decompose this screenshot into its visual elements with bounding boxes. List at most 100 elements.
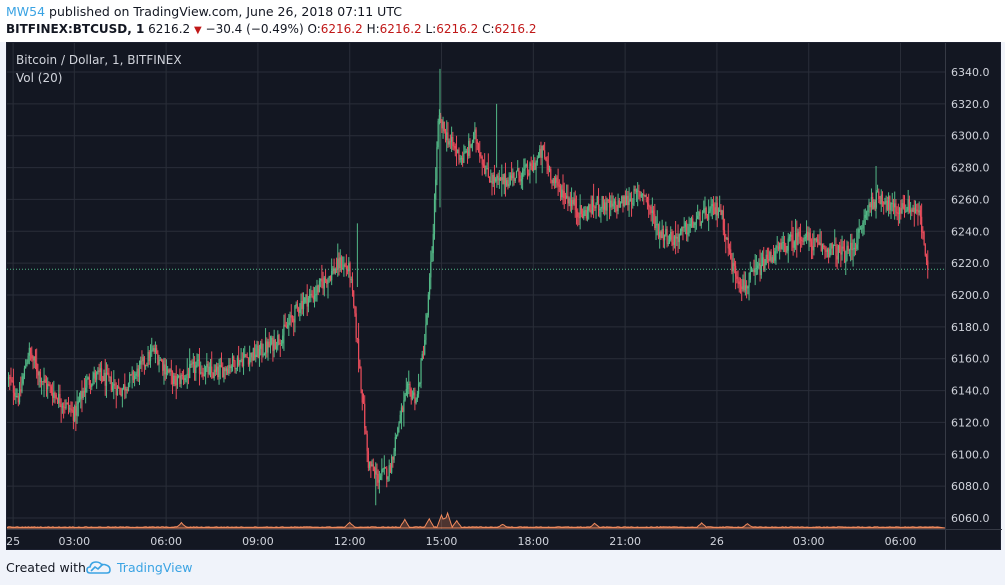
candle-body	[869, 203, 871, 208]
candle-body	[807, 231, 809, 241]
candle-body	[805, 231, 808, 238]
candle-body	[761, 257, 764, 265]
publish-header: MW54 published on TradingView.com, June …	[0, 0, 1005, 42]
candle-body	[874, 201, 876, 208]
candle-body	[771, 257, 773, 262]
open-label: O:	[307, 22, 321, 36]
candle-body	[83, 390, 86, 393]
published-text: published on TradingView.com, June 26, 2…	[49, 4, 402, 19]
candle-body	[917, 211, 919, 213]
candle-body	[15, 396, 17, 398]
candle-body	[32, 358, 34, 361]
candle-body	[351, 278, 354, 291]
candle-body	[894, 203, 896, 208]
candle-body	[774, 251, 776, 261]
candle-body	[109, 376, 111, 378]
candle-body	[51, 392, 54, 398]
candle-body	[865, 211, 868, 215]
tradingview-brand[interactable]: TradingView	[117, 560, 193, 575]
candle-body	[9, 376, 11, 379]
price-chart[interactable]: 6060.0 6080.0 6100.0 6120.0 6140.0 6160.0 6180…	[7, 43, 1002, 551]
candle-body	[252, 348, 254, 361]
candle-body	[692, 218, 694, 228]
candle-body	[302, 302, 305, 309]
candle-body	[824, 247, 826, 251]
candle-body	[317, 285, 319, 293]
candle-body	[927, 260, 929, 270]
candle-body	[387, 476, 389, 480]
candle-body	[540, 148, 542, 158]
candle-body	[725, 237, 727, 240]
candle-body	[639, 191, 641, 197]
price-axis[interactable]: 6060.0 6080.0 6100.0 6120.0 6140.0 6160.0 6180…	[945, 43, 990, 551]
candle-body	[397, 427, 399, 435]
candle-body	[339, 257, 341, 269]
candle-body	[190, 363, 192, 365]
candle-body	[883, 201, 885, 205]
candle-body	[186, 373, 188, 375]
publisher-name[interactable]: MW54	[6, 4, 46, 19]
x-tick-label: 15:00	[426, 535, 458, 548]
candle-body	[884, 203, 886, 205]
candle-body	[120, 393, 122, 396]
chart-panel[interactable]: 6060.0 6080.0 6100.0 6120.0 6140.0 6160.0 6180…	[6, 42, 1002, 551]
candle-body	[487, 168, 489, 177]
candle-body	[459, 158, 461, 160]
candle-body	[566, 195, 568, 199]
candle-body	[343, 264, 345, 269]
candle-body	[791, 234, 793, 241]
candle-body	[306, 294, 308, 307]
candle-body	[517, 168, 519, 172]
candle-body	[36, 363, 38, 372]
candle-body	[628, 201, 630, 206]
candle-body	[359, 359, 361, 369]
candle-body	[436, 147, 438, 180]
y-tick-label: 6220.0	[951, 257, 990, 270]
candle-body	[666, 229, 668, 244]
volume-indicator-label[interactable]: Vol (20)	[16, 71, 63, 85]
candle-body	[360, 368, 362, 390]
candle-body	[328, 275, 330, 279]
candle-body	[852, 249, 854, 251]
time-axis[interactable]: 25 03:00 06:00 09:00 12:00 15:00 18:00 21:00 26 0…	[7, 529, 1002, 549]
candle-body	[225, 368, 228, 372]
candle-body	[896, 212, 898, 214]
candle-body	[206, 364, 208, 368]
candle-body	[621, 196, 623, 204]
candle-body	[596, 196, 598, 203]
candle-body	[178, 375, 180, 378]
candle-body	[720, 209, 722, 215]
candle-body	[775, 246, 777, 252]
candle-body	[589, 204, 591, 211]
candle-body	[262, 354, 264, 356]
candle-body	[895, 203, 897, 213]
candle-body	[837, 245, 840, 260]
candle-body	[802, 240, 804, 242]
candle-body	[370, 461, 372, 467]
candle-body	[485, 169, 487, 174]
candle-body	[868, 203, 870, 211]
publish-line: MW54 published on TradingView.com, June …	[6, 4, 402, 19]
candle-body	[901, 203, 903, 214]
candle-body	[350, 278, 352, 280]
candle-body	[20, 389, 22, 392]
candle-body	[403, 400, 405, 412]
candle-body	[219, 365, 221, 368]
tradingview-cloud-icon[interactable]	[86, 558, 112, 576]
x-tick-label: 18:00	[517, 535, 549, 548]
candle-body	[514, 178, 516, 182]
candle-body	[867, 210, 869, 212]
candle-body	[520, 179, 522, 182]
candle-body	[386, 468, 388, 480]
candle-body	[468, 140, 470, 156]
candle-body	[42, 381, 44, 383]
candle-body	[187, 373, 190, 379]
candle-body	[597, 196, 600, 210]
candle-body	[733, 262, 735, 266]
candle-body	[17, 395, 19, 403]
candle-body	[27, 355, 29, 363]
candle-body	[907, 199, 909, 211]
candle-body	[365, 428, 367, 435]
candle-body	[255, 354, 257, 358]
candle-body	[201, 372, 203, 374]
